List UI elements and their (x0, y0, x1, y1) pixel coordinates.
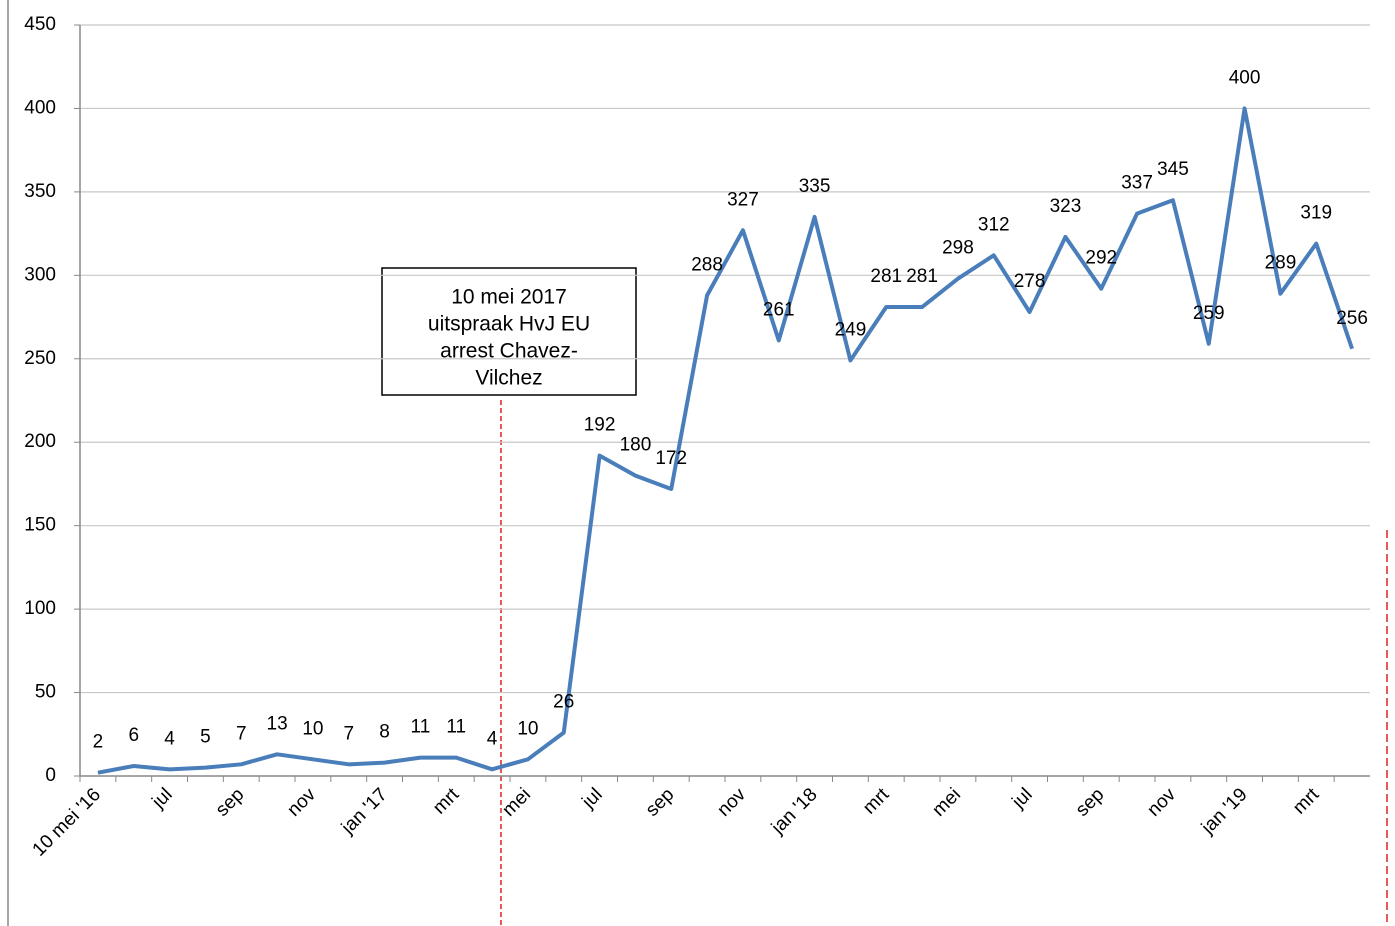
y-tick-label: 250 (24, 348, 56, 369)
data-label: 327 (727, 189, 759, 210)
x-tick-label: jan '19 (1197, 784, 1252, 839)
data-label: 335 (799, 176, 831, 197)
data-label: 10 (302, 718, 323, 739)
data-label: 345 (1157, 159, 1189, 180)
data-label: 281 (870, 266, 902, 287)
data-label: 7 (236, 723, 247, 744)
x-tick-label: jan '18 (767, 784, 822, 839)
y-tick-label: 150 (24, 515, 56, 536)
x-tick-label: mei (928, 784, 965, 821)
y-tick-label: 400 (24, 97, 56, 118)
x-tick-label: nov (283, 784, 320, 821)
data-label: 26 (553, 692, 574, 713)
x-tick-label: nov (1143, 784, 1180, 821)
y-tick-label: 300 (24, 264, 56, 285)
x-tick-label: 10 mei '16 (29, 784, 105, 860)
y-tick-label: 100 (24, 598, 56, 619)
data-line (97, 106, 1354, 775)
annotation-text: 10 mei 2017 (451, 286, 567, 309)
data-label: 249 (835, 319, 867, 340)
y-tick-label: 0 (45, 765, 56, 786)
annotation-box (381, 267, 637, 396)
data-label: 337 (1121, 173, 1153, 194)
data-label: 192 (584, 415, 616, 436)
data-label: 278 (1014, 271, 1046, 292)
data-label: 292 (1085, 248, 1117, 269)
x-tick-label: sep (1072, 784, 1109, 821)
data-label: 261 (763, 299, 795, 320)
y-tick-label: 50 (35, 682, 56, 703)
x-tick-label: jan '17 (337, 784, 392, 839)
data-label: 323 (1050, 196, 1082, 217)
annotation-text: arrest Chavez- (440, 340, 578, 363)
annotation-text: uitspraak HvJ EU (428, 313, 590, 336)
data-label: 11 (446, 717, 466, 738)
data-label: 5 (200, 727, 211, 748)
data-label: 6 (128, 725, 139, 746)
data-label: 8 (379, 722, 390, 743)
y-tick-label: 200 (24, 431, 56, 452)
data-label: 256 (1336, 308, 1368, 329)
data-label: 7 (343, 723, 354, 744)
x-tick-label: sep (212, 784, 249, 821)
data-label: 400 (1229, 67, 1261, 88)
x-tick-label: jul (1008, 784, 1037, 813)
data-label: 2 (93, 732, 104, 753)
x-tick-label: mrt (859, 784, 894, 819)
data-label: 4 (164, 728, 175, 749)
y-tick-label: 350 (24, 181, 56, 202)
data-label: 11 (411, 717, 431, 738)
x-tick-label: jul (148, 784, 177, 813)
data-label: 298 (942, 238, 974, 259)
data-label: 319 (1300, 203, 1332, 224)
x-tick-label: mrt (429, 784, 464, 819)
x-tick-label: jul (578, 784, 607, 813)
data-label: 180 (620, 435, 652, 456)
data-label: 13 (267, 713, 288, 734)
data-label: 4 (487, 728, 498, 749)
data-label: 259 (1193, 303, 1225, 324)
data-label: 289 (1265, 253, 1297, 274)
data-label: 312 (978, 214, 1010, 235)
data-label: 288 (691, 254, 723, 275)
annotation-text: Vilchez (475, 367, 542, 390)
data-label: 281 (906, 266, 938, 287)
x-tick-label: sep (642, 784, 679, 821)
data-label: 172 (655, 448, 687, 469)
x-tick-label: mrt (1289, 784, 1324, 819)
x-tick-label: nov (713, 784, 750, 821)
x-tick-label: mei (498, 784, 535, 821)
data-label: 10 (517, 718, 538, 739)
y-tick-label: 450 (24, 14, 56, 35)
